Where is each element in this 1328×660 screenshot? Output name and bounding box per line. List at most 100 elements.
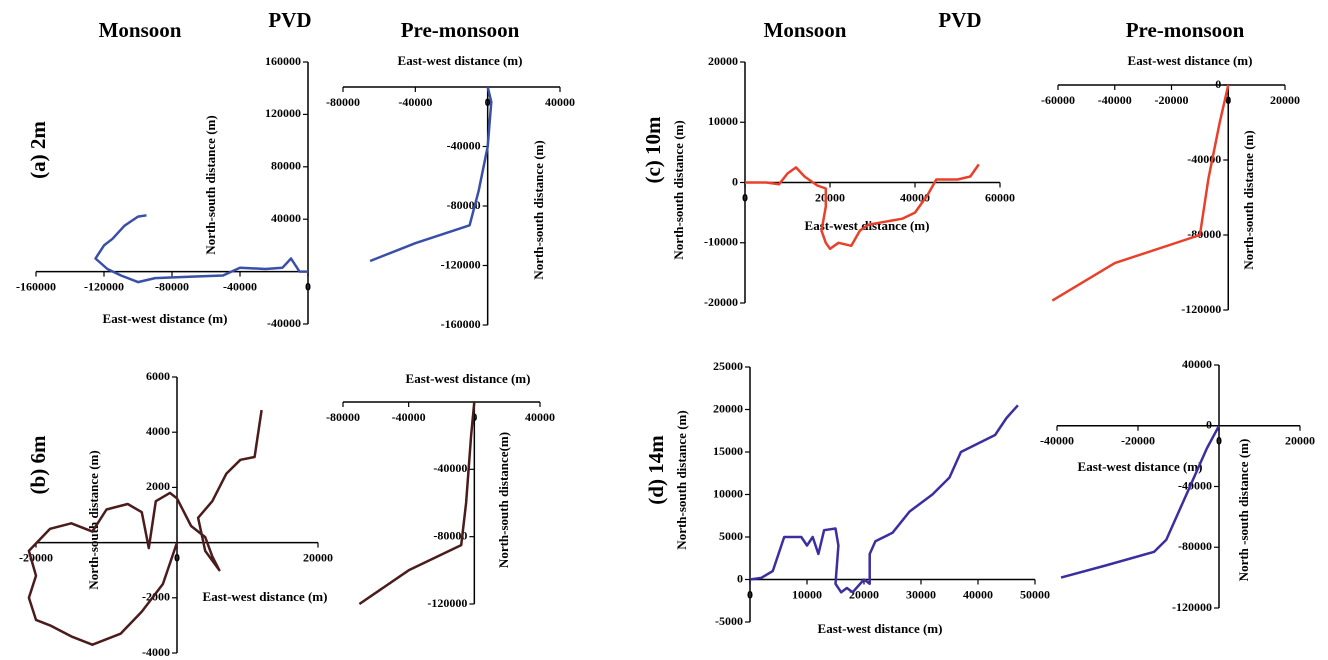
x-tick-label: 10000 — [792, 587, 822, 601]
x-tick-label: 0 — [742, 190, 748, 204]
y-axis-label: North-south distance(m) — [496, 432, 511, 568]
trajectory — [27, 409, 263, 646]
y-tick-label: 25000 — [713, 359, 743, 373]
y-tick-label: 2000 — [146, 479, 170, 493]
y-axis-label: North-south distance (m) — [86, 450, 101, 589]
x-tick-label: -80000 — [326, 95, 360, 109]
header: Pre-monsoon — [401, 18, 520, 42]
panel-label: (b) 6m — [26, 435, 50, 494]
y-tick-label: -120000 — [1172, 600, 1212, 614]
x-tick-label: 0 — [305, 279, 311, 293]
x-tick-label: 0 — [747, 587, 753, 601]
y-tick-label: 10000 — [708, 114, 738, 128]
y-tick-label: 15000 — [713, 444, 743, 458]
y-axis-label: North-south distacne (m) — [1241, 130, 1256, 269]
y-tick-label: 160000 — [265, 54, 301, 68]
y-tick-label: -40000 — [267, 316, 301, 330]
y-tick-label: 10000 — [713, 486, 743, 500]
x-tick-label: 20000 — [303, 550, 333, 564]
y-tick-label: 120000 — [265, 106, 301, 120]
y-tick-label: -80000 — [433, 528, 467, 542]
y-tick-label: 20000 — [713, 401, 743, 415]
x-axis-label: East-west distance (m) — [103, 311, 228, 326]
trajectory — [1051, 84, 1230, 302]
x-tick-label: -20000 — [19, 550, 53, 564]
y-tick-label: 6000 — [146, 369, 170, 383]
x-axis-label: East-west distance (m) — [818, 621, 943, 636]
x-tick-label: -20000 — [1121, 434, 1155, 448]
x-tick-label: -40000 — [392, 410, 426, 424]
x-tick-label: -40000 — [223, 279, 257, 293]
y-tick-label: 0 — [737, 571, 743, 585]
x-tick-label: -40000 — [1040, 434, 1074, 448]
x-tick-label: 0 — [1225, 93, 1231, 107]
panel-label: (d) 14m — [644, 435, 668, 505]
header: PVD — [268, 8, 311, 32]
x-tick-label: 40000 — [545, 95, 575, 109]
trajectory — [749, 404, 1019, 594]
header: Monsoon — [764, 18, 847, 42]
y-tick-label: 40000 — [271, 211, 301, 225]
y-tick-label: -80000 — [1178, 539, 1212, 553]
x-tick-label: 30000 — [906, 587, 936, 601]
x-tick-label: -40000 — [398, 95, 432, 109]
header: Pre-monsoon — [1126, 18, 1245, 42]
x-tick-label: 20000 — [1285, 434, 1315, 448]
x-tick-label: 40000 — [963, 587, 993, 601]
x-tick-label: -40000 — [1098, 93, 1132, 107]
x-tick-label: 20000 — [815, 190, 845, 204]
x-tick-label: -20000 — [1155, 93, 1189, 107]
y-tick-label: -120000 — [427, 596, 467, 610]
header: PVD — [938, 8, 981, 32]
y-tick-label: -80000 — [447, 198, 481, 212]
y-tick-label: 80000 — [271, 159, 301, 173]
x-tick-label: -160000 — [16, 279, 56, 293]
y-tick-label: 4000 — [146, 424, 170, 438]
y-tick-label: 0 — [732, 174, 738, 188]
x-axis-label: East-west distance (m) — [1078, 459, 1203, 474]
y-axis-label: North-south distance (m) — [671, 120, 686, 259]
x-tick-label: -80000 — [326, 410, 360, 424]
x-tick-label: -120000 — [84, 279, 124, 293]
y-tick-label: 0 — [1206, 418, 1212, 432]
trajectory — [369, 86, 493, 263]
trajectory — [745, 163, 980, 251]
y-tick-label: 5000 — [719, 529, 743, 543]
x-tick-label: 20000 — [849, 587, 879, 601]
y-tick-label: -120000 — [441, 257, 481, 271]
y-tick-label: 0 — [1215, 77, 1221, 91]
y-axis-label: North -south distance (m) — [1236, 439, 1251, 582]
y-tick-label: 40000 — [1182, 357, 1212, 371]
x-tick-label: 40000 — [525, 410, 555, 424]
y-tick-label: 20000 — [708, 54, 738, 68]
x-tick-label: 50000 — [1020, 587, 1050, 601]
x-tick-label: 60000 — [985, 190, 1015, 204]
x-tick-label: 0 — [174, 550, 180, 564]
x-axis-label: East-west distance (m) — [406, 371, 531, 386]
y-tick-label: -160000 — [441, 317, 481, 331]
y-tick-label: -20000 — [704, 295, 738, 309]
y-tick-label: -40000 — [433, 461, 467, 475]
y-tick-label: -40000 — [1178, 478, 1212, 492]
y-axis-label: North-south distance (m) — [531, 140, 546, 279]
header: Monsoon — [99, 18, 182, 42]
y-tick-label: -10000 — [704, 235, 738, 249]
panel-label: (a) 2m — [26, 121, 50, 179]
x-axis-label: East-west distance (m) — [1128, 53, 1253, 68]
x-tick-label: 0 — [1216, 434, 1222, 448]
trajectory — [94, 214, 308, 284]
x-tick-label: -60000 — [1041, 93, 1075, 107]
x-axis-label: East-west distance (m) — [398, 53, 523, 68]
y-axis-label: North-south distance (m) — [674, 410, 689, 549]
trajectory — [358, 401, 476, 606]
y-tick-label: -40000 — [1187, 152, 1221, 166]
y-tick-label: -4000 — [142, 645, 170, 659]
y-tick-label: -5000 — [715, 614, 743, 628]
y-tick-label: -40000 — [447, 138, 481, 152]
x-tick-label: 20000 — [1270, 93, 1300, 107]
panel-label: (c) 10m — [641, 116, 665, 184]
trajectory — [1060, 425, 1221, 579]
y-tick-label: -120000 — [1181, 302, 1221, 316]
x-axis-label: East-west distance (m) — [203, 589, 328, 604]
